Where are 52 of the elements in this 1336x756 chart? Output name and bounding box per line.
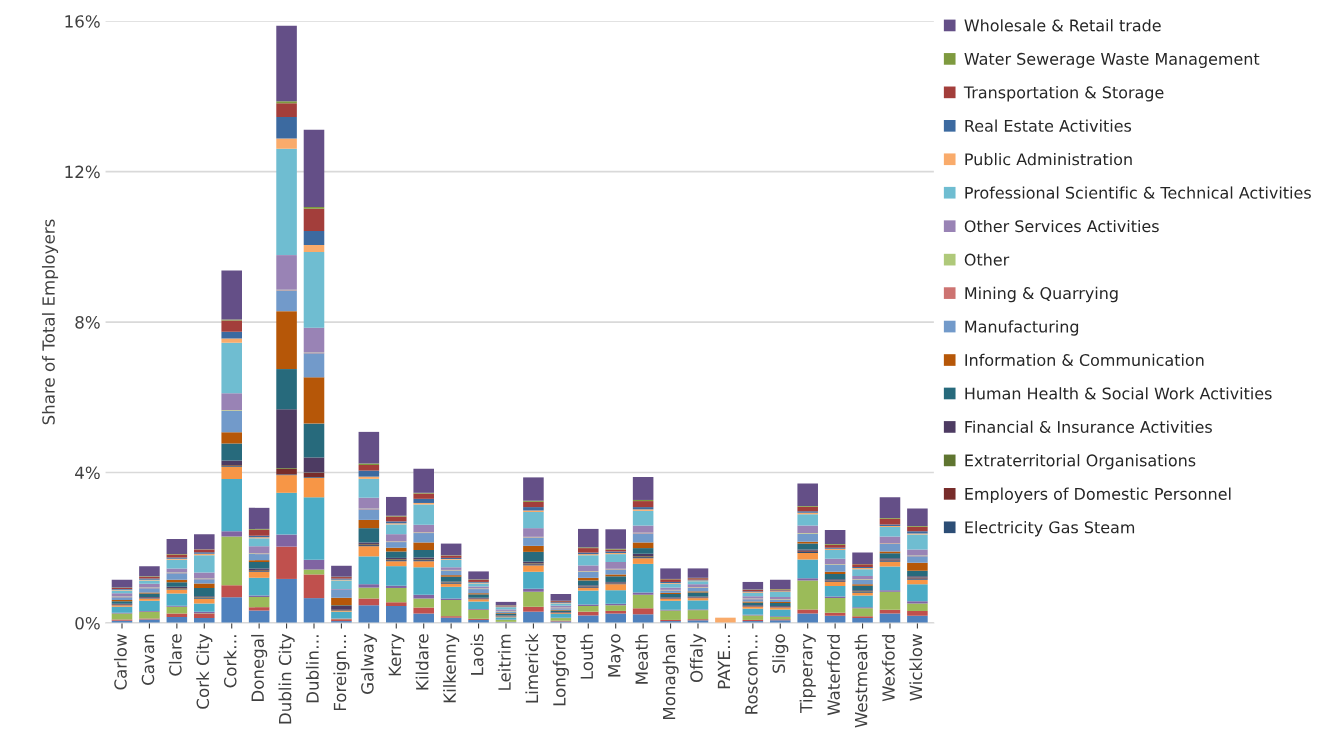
x-tick-label: Clare bbox=[168, 634, 182, 676]
y-tick-label: 0% bbox=[75, 616, 100, 630]
x-tick-label: Kildare bbox=[415, 634, 429, 690]
x-tick-label: PAYE… bbox=[717, 635, 731, 689]
x-tick-label: Kerry bbox=[388, 633, 405, 676]
legend-label: Water Sewerage Waste Management bbox=[964, 52, 1260, 69]
x-tick-label: Cavan bbox=[141, 634, 155, 685]
y-axis-title: Share of Total Employers bbox=[41, 219, 59, 425]
x-tick-label: Donegal bbox=[251, 634, 268, 701]
x-tick-label: Roscom… bbox=[745, 635, 758, 714]
x-tick-label: Wicklow bbox=[909, 634, 923, 701]
legend-label: Other Services Activities bbox=[964, 219, 1159, 233]
x-tick-label: Carlow bbox=[113, 634, 127, 690]
legend-label: Wholesale & Retail trade bbox=[964, 19, 1161, 32]
x-tick-label: Tipperary bbox=[799, 633, 816, 713]
x-tick-label: Waterford bbox=[827, 634, 840, 716]
x-tick-label: Limerick bbox=[525, 633, 539, 703]
legend-label: Extraterritorial Organisations bbox=[965, 454, 1196, 470]
x-tick-label: Louth bbox=[580, 634, 594, 679]
x-tick-label: Laois bbox=[470, 634, 484, 675]
x-tick-label: Foreign… bbox=[333, 635, 350, 711]
legend-label: Professional Scientific & Technical Activities bbox=[965, 186, 1311, 199]
x-tick-label: Mayo bbox=[608, 634, 624, 677]
legend-label: Employers of Domestic Personnel bbox=[965, 487, 1231, 503]
x-tick-label: Westmeath bbox=[854, 634, 868, 728]
x-tick-label: Leitrim bbox=[497, 634, 511, 690]
y-tick-label: 4% bbox=[75, 466, 100, 480]
x-tick-label: Wexford bbox=[881, 634, 895, 702]
legend-label: Transportation & Storage bbox=[963, 86, 1164, 102]
legend-label: Public Administration bbox=[965, 152, 1132, 166]
legend-label: Human Health & Social Work Activities bbox=[965, 387, 1272, 400]
legend-label: Electricity Gas Steam bbox=[965, 521, 1135, 537]
x-tick-label: Offaly bbox=[689, 633, 707, 682]
x-tick-label: Kilkenny bbox=[443, 633, 460, 703]
x-tick-label: Meath bbox=[635, 634, 648, 684]
x-tick-label: Longford bbox=[552, 634, 569, 706]
y-tick-label: 16% bbox=[65, 15, 100, 28]
legend-label: Information & Communication bbox=[965, 353, 1204, 367]
legend-label: Manufacturing bbox=[965, 320, 1079, 336]
x-tick-label: Galway bbox=[360, 633, 377, 694]
y-tick-label: 8% bbox=[75, 316, 100, 329]
x-tick-label: Dublin City bbox=[278, 633, 295, 724]
legend-label: Real Estate Activities bbox=[965, 119, 1132, 132]
y-tick-label: 12% bbox=[65, 165, 100, 179]
x-tick-label: Dublin… bbox=[305, 635, 319, 703]
legend-label: Other bbox=[964, 253, 1010, 266]
x-tick-label: Sligo bbox=[772, 634, 789, 673]
legend-label: Financial & Insurance Activities bbox=[965, 420, 1212, 433]
x-tick-label: Monaghan bbox=[662, 634, 679, 719]
legend-label: Mining & Quarrying bbox=[965, 286, 1118, 303]
x-tick-label: Cork City bbox=[196, 633, 213, 709]
x-tick-label: Cork… bbox=[223, 635, 237, 688]
